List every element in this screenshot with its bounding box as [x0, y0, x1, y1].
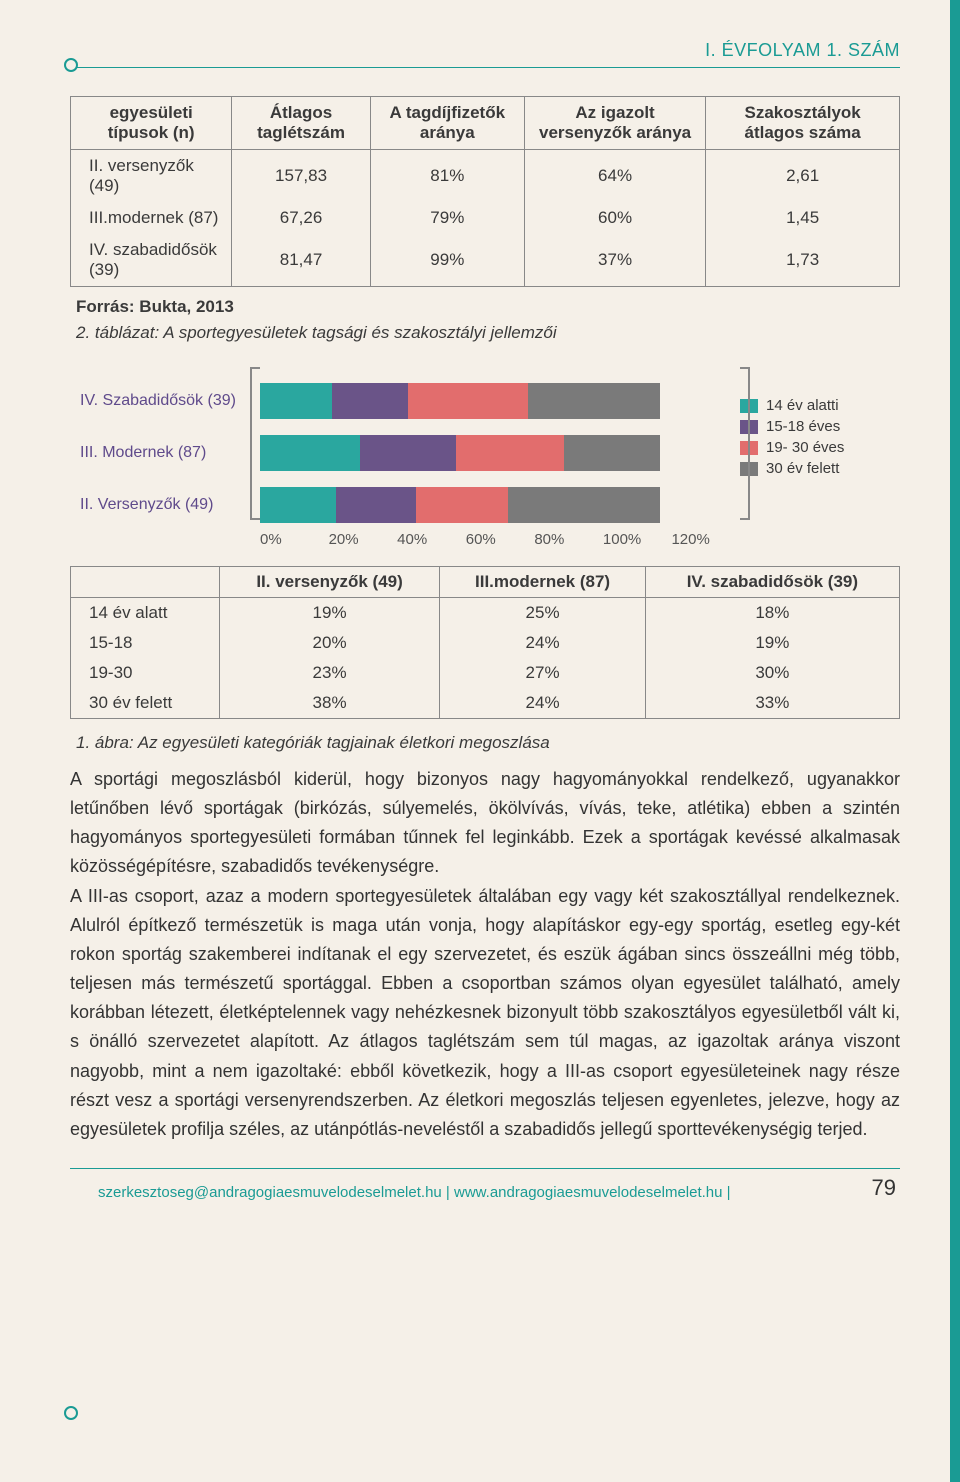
- x-tick: 20%: [329, 531, 398, 548]
- body-paragraph-2: A III-as csoport, azaz a modern sportegy…: [70, 882, 900, 1144]
- chart-cat-2: II. Versenyzők (49): [80, 479, 260, 531]
- page-number: 79: [872, 1175, 896, 1201]
- t2-cell: 27%: [440, 658, 645, 688]
- t2-row-label: 15-18: [71, 628, 220, 658]
- legend-label: 15-18 éves: [766, 418, 840, 435]
- t1-r0c0: 157,83: [232, 150, 370, 203]
- t2-cell: 38%: [219, 688, 440, 719]
- x-tick: 120%: [671, 531, 740, 548]
- t2-h1: III.modernek (87): [440, 567, 645, 598]
- legend-item: 19- 30 éves: [740, 439, 890, 456]
- legend-label: 30 év felett: [766, 460, 839, 477]
- table-membership-stats: egyesületi típusok (n) Átlagos taglétszá…: [70, 96, 900, 287]
- t1-h4: Szakosztályok átlagos száma: [706, 97, 900, 150]
- t2-cell: 20%: [219, 628, 440, 658]
- t1-r1-label: III.modernek (87): [71, 202, 232, 234]
- x-tick: 0%: [260, 531, 329, 548]
- t1-r2c0: 81,47: [232, 234, 370, 287]
- bracket-left: [250, 367, 260, 520]
- chart-segment: [456, 435, 564, 471]
- t2-cell: 19%: [219, 598, 440, 629]
- t2-cell: 25%: [440, 598, 645, 629]
- t2-cell: 33%: [645, 688, 899, 719]
- table1-source: Forrás: Bukta, 2013: [76, 297, 900, 317]
- corner-dot-top: [64, 58, 78, 72]
- t2-h0: II. versenyzők (49): [219, 567, 440, 598]
- t2-row-label: 30 év felett: [71, 688, 220, 719]
- chart-segment: [528, 383, 660, 419]
- bracket-right: [740, 367, 750, 520]
- header-rule: [70, 67, 900, 68]
- corner-dot-bottom: [64, 1406, 78, 1420]
- t1-r1c2: 60%: [524, 202, 705, 234]
- age-distribution-chart: IV. Szabadidősök (39) III. Modernek (87)…: [70, 367, 900, 548]
- t1-r2-label: IV. szabadidősök (39): [71, 234, 232, 287]
- chart-segment: [332, 383, 408, 419]
- chart-segment: [408, 383, 528, 419]
- chart-segment: [260, 487, 336, 523]
- chart-cat-1: III. Modernek (87): [80, 427, 260, 479]
- t1-h0: egyesületi típusok (n): [71, 97, 232, 150]
- legend-label: 19- 30 éves: [766, 439, 844, 456]
- t1-r1c1: 79%: [370, 202, 524, 234]
- chart-bar-row: [260, 427, 740, 479]
- x-tick: 60%: [466, 531, 535, 548]
- t2-hempty: [71, 567, 220, 598]
- chart-bar-row: [260, 479, 740, 531]
- table-age-breakdown: II. versenyzők (49) III.modernek (87) IV…: [70, 566, 900, 719]
- right-accent-stripe: [950, 0, 960, 1482]
- chart-segment: [260, 435, 360, 471]
- chart-x-axis: 0%20%40%60%80%100%120%: [260, 531, 740, 548]
- figure1-caption: 1. ábra: Az egyesületi kategóriák tagjai…: [76, 733, 900, 753]
- t1-r0c3: 2,61: [706, 150, 900, 203]
- legend-item: 14 év alatti: [740, 397, 890, 414]
- t1-r2c2: 37%: [524, 234, 705, 287]
- t1-h3: Az igazolt versenyzők aránya: [524, 97, 705, 150]
- issue-label: I. ÉVFOLYAM 1. SZÁM: [70, 40, 900, 61]
- chart-legend: 14 év alatti 15-18 éves 19- 30 éves 30 év f…: [740, 367, 890, 548]
- x-tick: 40%: [397, 531, 466, 548]
- t1-r0-label: II. versenyzők (49): [71, 150, 232, 203]
- x-tick: 100%: [603, 531, 672, 548]
- t2-cell: 30%: [645, 658, 899, 688]
- chart-segment: [260, 383, 332, 419]
- t2-cell: 23%: [219, 658, 440, 688]
- t2-row-label: 14 év alatt: [71, 598, 220, 629]
- chart-cat-0: IV. Szabadidősök (39): [80, 375, 260, 427]
- t2-h2: IV. szabadidősök (39): [645, 567, 899, 598]
- legend-item: 15-18 éves: [740, 418, 890, 435]
- x-tick: 80%: [534, 531, 603, 548]
- t2-row-label: 19-30: [71, 658, 220, 688]
- t1-r1c3: 1,45: [706, 202, 900, 234]
- footer-contact: szerkesztoseg@andragogiaesmuvelodeselmel…: [98, 1184, 731, 1201]
- body-paragraph-1: A sportági megoszlásból kiderül, hogy bi…: [70, 765, 900, 882]
- t2-cell: 24%: [440, 688, 645, 719]
- t2-cell: 24%: [440, 628, 645, 658]
- table1-caption: 2. táblázat: A sportegyesületek tagsági …: [76, 323, 900, 343]
- t1-r2c3: 1,73: [706, 234, 900, 287]
- t1-h2: A tagdíjfizetők aránya: [370, 97, 524, 150]
- t1-r0c1: 81%: [370, 150, 524, 203]
- t1-r0c2: 64%: [524, 150, 705, 203]
- legend-label: 14 év alatti: [766, 397, 839, 414]
- t2-cell: 18%: [645, 598, 899, 629]
- t2-cell: 19%: [645, 628, 899, 658]
- t1-r2c1: 99%: [370, 234, 524, 287]
- chart-segment: [360, 435, 456, 471]
- chart-segment: [508, 487, 660, 523]
- chart-segment: [336, 487, 416, 523]
- chart-segment: [416, 487, 508, 523]
- t1-r1c0: 67,26: [232, 202, 370, 234]
- chart-segment: [564, 435, 660, 471]
- t1-h1: Átlagos taglétszám: [232, 97, 370, 150]
- legend-item: 30 év felett: [740, 460, 890, 477]
- chart-bar-row: [260, 375, 740, 427]
